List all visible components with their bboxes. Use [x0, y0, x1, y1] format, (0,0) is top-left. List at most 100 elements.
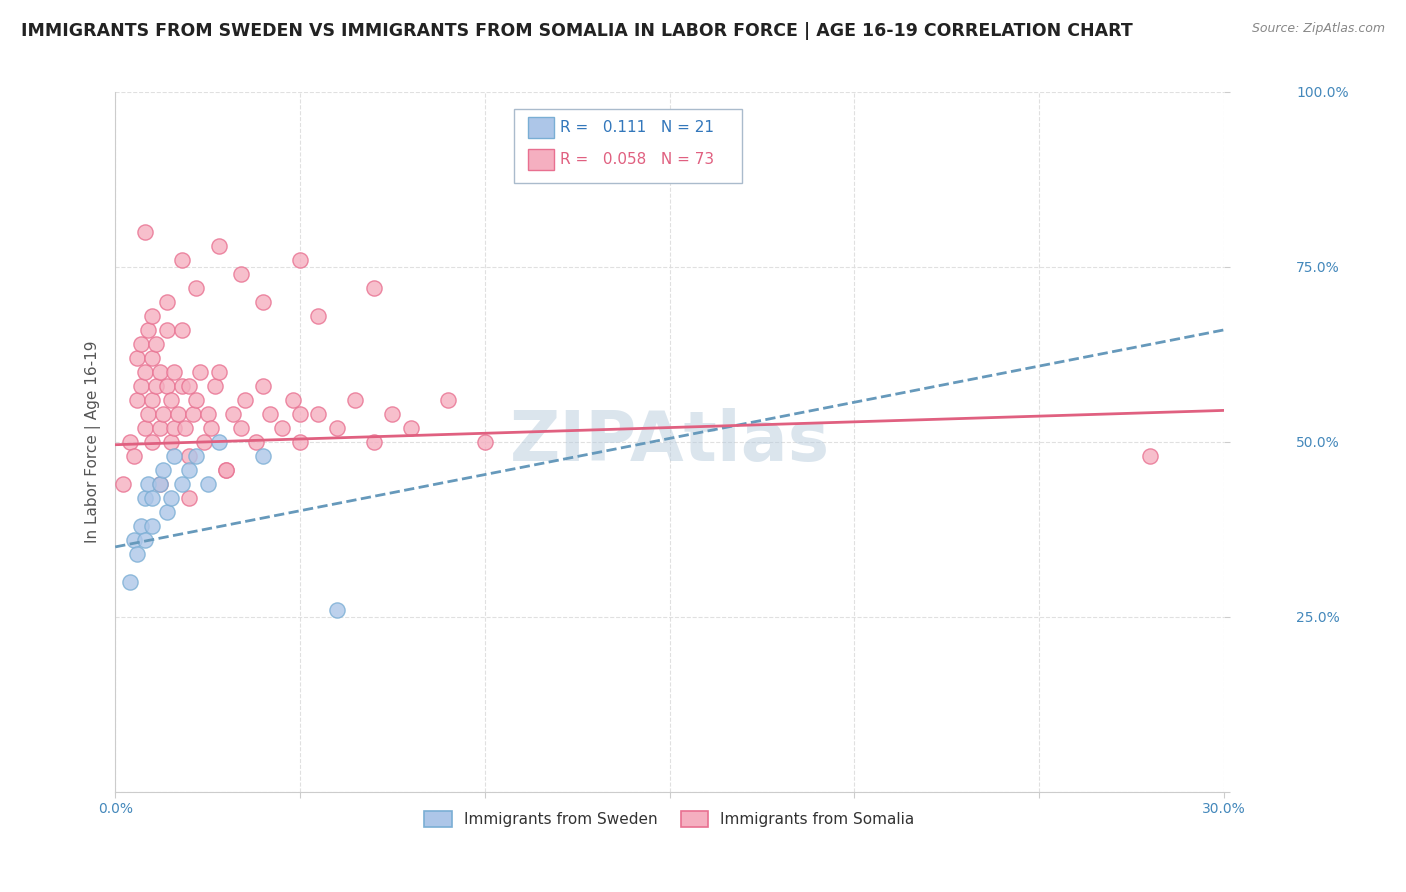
Point: [129, 337, 152, 351]
Point: [145, 337, 167, 351]
Point: [363, 281, 385, 295]
Point: [259, 407, 281, 421]
Point: [245, 434, 267, 449]
Point: [179, 449, 201, 463]
Point: [127, 392, 149, 407]
Point: [208, 239, 231, 253]
Point: [159, 491, 181, 505]
Point: [186, 449, 208, 463]
Point: [141, 309, 163, 323]
Point: [193, 434, 215, 449]
Point: [197, 477, 219, 491]
Point: [138, 407, 160, 421]
Point: [152, 407, 174, 421]
Text: R =   0.111   N = 21: R = 0.111 N = 21: [560, 120, 714, 135]
Point: [270, 421, 292, 435]
Point: [200, 421, 222, 435]
Point: [145, 379, 167, 393]
Point: [179, 379, 201, 393]
Point: [288, 252, 311, 267]
Point: [118, 574, 141, 589]
Point: [148, 421, 170, 435]
Point: [148, 477, 170, 491]
Point: [141, 351, 163, 365]
Point: [326, 603, 349, 617]
Point: [156, 379, 179, 393]
Point: [215, 463, 238, 477]
Point: [122, 533, 145, 547]
Point: [156, 294, 179, 309]
Point: [122, 449, 145, 463]
Point: [127, 351, 149, 365]
Text: ZIPAtlas: ZIPAtlas: [509, 409, 830, 475]
Point: [134, 421, 156, 435]
Point: [163, 421, 186, 435]
Point: [1139, 449, 1161, 463]
FancyBboxPatch shape: [515, 110, 741, 183]
Point: [170, 477, 193, 491]
Point: [134, 491, 156, 505]
Point: [326, 421, 349, 435]
Point: [186, 281, 208, 295]
Point: [381, 407, 404, 421]
Point: [229, 267, 252, 281]
Point: [252, 294, 274, 309]
Point: [167, 407, 190, 421]
Point: [134, 365, 156, 379]
Point: [129, 519, 152, 533]
Point: [252, 449, 274, 463]
Point: [141, 434, 163, 449]
Point: [308, 407, 330, 421]
Point: [308, 309, 330, 323]
Point: [141, 392, 163, 407]
Point: [179, 463, 201, 477]
Point: [437, 392, 460, 407]
Point: [208, 434, 231, 449]
Point: [363, 434, 385, 449]
Point: [118, 434, 141, 449]
Text: R =   0.058   N = 73: R = 0.058 N = 73: [560, 152, 714, 167]
Point: [288, 434, 311, 449]
Point: [163, 449, 186, 463]
Point: [474, 434, 496, 449]
Point: [170, 252, 193, 267]
Point: [215, 463, 238, 477]
Text: IMMIGRANTS FROM SWEDEN VS IMMIGRANTS FROM SOMALIA IN LABOR FORCE | AGE 16-19 COR: IMMIGRANTS FROM SWEDEN VS IMMIGRANTS FRO…: [21, 22, 1133, 40]
Point: [233, 392, 256, 407]
Point: [344, 392, 367, 407]
Point: [148, 477, 170, 491]
Point: [252, 379, 274, 393]
Point: [229, 421, 252, 435]
Point: [174, 421, 197, 435]
Point: [127, 547, 149, 561]
Point: [134, 225, 156, 239]
Legend: Immigrants from Sweden, Immigrants from Somalia: Immigrants from Sweden, Immigrants from …: [419, 805, 921, 833]
Point: [399, 421, 422, 435]
Point: [163, 365, 186, 379]
FancyBboxPatch shape: [527, 117, 554, 138]
Point: [138, 477, 160, 491]
Point: [134, 533, 156, 547]
Point: [204, 379, 226, 393]
Point: [152, 463, 174, 477]
Point: [208, 365, 231, 379]
Point: [170, 323, 193, 337]
Point: [179, 491, 201, 505]
Point: [222, 407, 245, 421]
Point: [197, 407, 219, 421]
Point: [186, 392, 208, 407]
Point: [141, 519, 163, 533]
Point: [141, 491, 163, 505]
Point: [156, 505, 179, 519]
Point: [156, 323, 179, 337]
Point: [159, 434, 181, 449]
Text: Source: ZipAtlas.com: Source: ZipAtlas.com: [1251, 22, 1385, 36]
Point: [281, 392, 304, 407]
Point: [288, 407, 311, 421]
Point: [138, 323, 160, 337]
FancyBboxPatch shape: [527, 149, 554, 169]
Point: [111, 477, 134, 491]
Point: [188, 365, 211, 379]
Point: [148, 365, 170, 379]
Point: [159, 392, 181, 407]
